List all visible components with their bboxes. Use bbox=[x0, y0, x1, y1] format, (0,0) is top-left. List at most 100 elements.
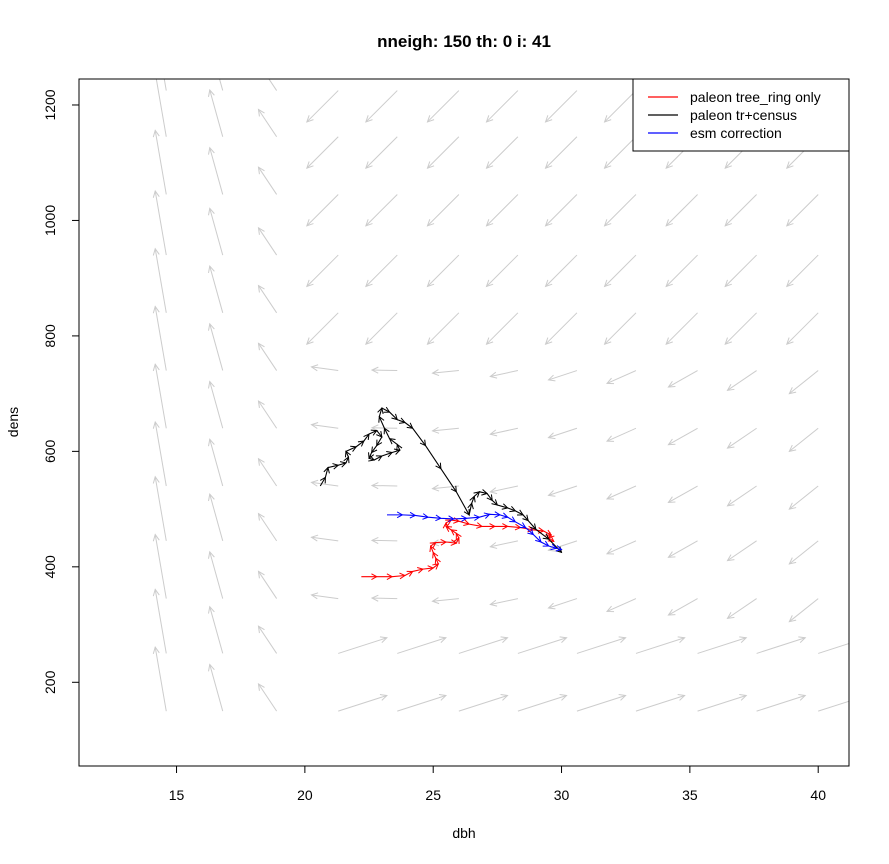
field-arrow bbox=[257, 342, 278, 371]
field-arrow bbox=[517, 694, 568, 712]
series-point bbox=[473, 491, 481, 498]
series-point bbox=[481, 489, 489, 496]
x-axis: 15 20 25 30 35 40 bbox=[169, 766, 826, 803]
field-arrow bbox=[756, 636, 807, 654]
field-arrow bbox=[338, 694, 388, 712]
series-point bbox=[393, 448, 401, 455]
field-arrow bbox=[485, 254, 519, 288]
series-point bbox=[434, 557, 441, 565]
series-point bbox=[450, 539, 458, 546]
series-point bbox=[502, 523, 509, 530]
y-tick-label: 200 bbox=[42, 670, 58, 694]
field-arrow bbox=[635, 694, 686, 712]
series-point bbox=[467, 502, 474, 510]
series-point bbox=[491, 499, 499, 506]
legend-label: paleon tr+census bbox=[690, 107, 797, 123]
field-arrow bbox=[788, 598, 819, 623]
series-line bbox=[387, 513, 562, 551]
field-arrow bbox=[544, 136, 578, 169]
field-arrow bbox=[208, 88, 224, 137]
series-point bbox=[375, 455, 383, 462]
series-point bbox=[555, 545, 563, 552]
series-point bbox=[527, 528, 535, 536]
series-point bbox=[450, 529, 458, 536]
series-point bbox=[483, 512, 491, 519]
series-point bbox=[370, 429, 378, 436]
field-arrow bbox=[547, 485, 578, 497]
series-point bbox=[519, 522, 527, 529]
field-arrow bbox=[489, 427, 519, 437]
field-arrow bbox=[426, 136, 460, 169]
field-arrow bbox=[431, 597, 459, 605]
field-arrow bbox=[603, 136, 637, 169]
series-point bbox=[386, 573, 394, 580]
field-arrow bbox=[257, 512, 278, 542]
field-arrow bbox=[152, 305, 167, 371]
series-point bbox=[463, 508, 470, 516]
field-arrow bbox=[665, 312, 698, 346]
field-arrow bbox=[756, 694, 807, 712]
field-arrow bbox=[208, 146, 224, 195]
field-arrow bbox=[257, 108, 278, 138]
field-arrow bbox=[370, 594, 398, 602]
series-point bbox=[550, 543, 558, 551]
series-point bbox=[386, 450, 394, 458]
field-arrow bbox=[544, 312, 578, 346]
field-arrow bbox=[208, 438, 224, 487]
series-point bbox=[383, 406, 391, 413]
field-arrow bbox=[208, 207, 224, 256]
series-point bbox=[398, 417, 406, 424]
series-point bbox=[522, 514, 529, 522]
field-arrow bbox=[152, 247, 167, 313]
y-axis-label: dens bbox=[5, 407, 21, 437]
field-arrow bbox=[667, 485, 698, 504]
series-point bbox=[542, 533, 550, 540]
field-arrow bbox=[788, 427, 819, 453]
x-tick-label: 35 bbox=[682, 787, 698, 803]
series-point bbox=[442, 521, 450, 529]
series-point bbox=[332, 463, 340, 470]
field-arrow bbox=[724, 194, 757, 227]
field-arrow bbox=[431, 426, 459, 434]
field-arrow bbox=[365, 194, 398, 227]
field-arrow bbox=[310, 364, 339, 372]
field-arrow bbox=[426, 312, 460, 346]
field-arrow bbox=[544, 90, 578, 123]
field-arrow bbox=[397, 636, 448, 654]
y-tick-label: 400 bbox=[42, 555, 58, 579]
field-arrow bbox=[724, 254, 757, 288]
field-arrow bbox=[306, 194, 339, 227]
series-point bbox=[319, 476, 326, 484]
field-arrow bbox=[489, 598, 519, 607]
field-arrow bbox=[152, 645, 167, 712]
x-tick-label: 40 bbox=[810, 787, 826, 803]
field-arrow bbox=[152, 79, 167, 137]
field-arrow bbox=[605, 485, 637, 500]
field-arrow bbox=[818, 700, 849, 712]
field-arrow bbox=[576, 694, 627, 712]
field-arrow bbox=[697, 694, 748, 712]
field-arrow bbox=[370, 536, 398, 544]
series-point bbox=[486, 494, 493, 502]
series-point bbox=[501, 512, 509, 519]
series-point bbox=[409, 511, 417, 519]
field-arrow bbox=[426, 90, 460, 123]
field-arrow bbox=[785, 312, 819, 346]
series-layer bbox=[319, 406, 563, 580]
field-arrow bbox=[257, 682, 278, 712]
field-arrow bbox=[426, 194, 460, 227]
field-arrow bbox=[489, 370, 519, 379]
series-point bbox=[378, 415, 385, 423]
field-arrow bbox=[458, 636, 509, 654]
series-point bbox=[368, 455, 376, 462]
y-tick-label: 1000 bbox=[42, 205, 58, 236]
field-arrow bbox=[257, 625, 278, 654]
series-point bbox=[450, 485, 457, 493]
field-arrow bbox=[365, 254, 398, 288]
series-point bbox=[417, 567, 424, 574]
field-arrow bbox=[726, 427, 757, 449]
series-point bbox=[376, 430, 383, 438]
y-tick-label: 1200 bbox=[42, 89, 58, 120]
field-arrow bbox=[208, 550, 224, 599]
